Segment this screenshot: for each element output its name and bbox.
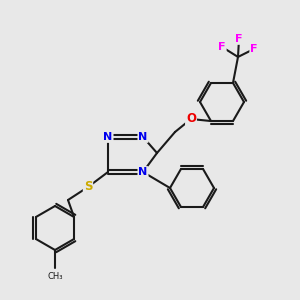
Text: CH₃: CH₃ [47, 272, 63, 281]
Text: F: F [250, 44, 258, 54]
Text: N: N [103, 132, 112, 142]
Text: F: F [235, 34, 243, 44]
Text: N: N [138, 132, 148, 142]
Text: N: N [138, 167, 148, 177]
Text: F: F [218, 42, 226, 52]
Text: O: O [186, 112, 196, 125]
Text: S: S [84, 181, 92, 194]
